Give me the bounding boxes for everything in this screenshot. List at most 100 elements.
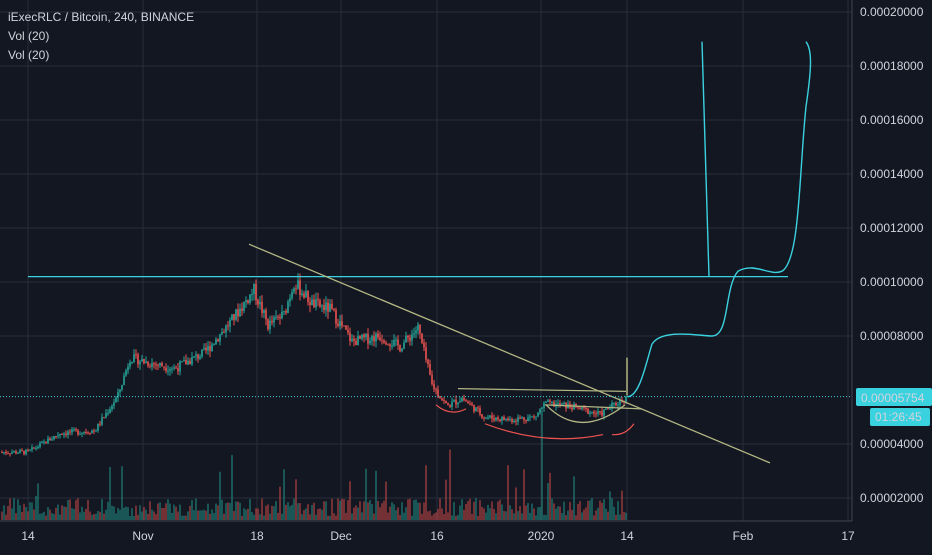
- candle-body: [501, 416, 503, 421]
- volume-bar: [315, 514, 317, 520]
- volume-bar: [207, 503, 209, 520]
- candle-body: [61, 434, 63, 436]
- candle-body: [599, 411, 601, 413]
- volume-bar: [239, 502, 241, 520]
- volume-bar: [173, 504, 175, 520]
- volume-bar: [227, 502, 229, 520]
- time-tick-label: 14: [21, 529, 35, 543]
- price-scale[interactable]: 0.00020000 0.00018000 0.00016000 0.00014000…: [860, 5, 924, 505]
- candle-body: [99, 423, 101, 425]
- volume-bar: [51, 513, 53, 520]
- candle-body: [465, 400, 467, 402]
- volume-histogram: [1, 410, 627, 520]
- candle-body: [409, 337, 411, 341]
- volume-bar: [125, 506, 127, 520]
- volume-bar: [385, 481, 387, 520]
- price-tick-label: 0.00010000: [860, 275, 924, 289]
- candle-body: [343, 325, 345, 327]
- candle-body: [367, 333, 369, 344]
- candle-body: [143, 359, 145, 364]
- candle-body: [493, 418, 495, 421]
- volume-bar: [411, 515, 413, 520]
- candle-body: [277, 316, 279, 318]
- volume-bar: [491, 501, 493, 520]
- volume-bar: [449, 449, 451, 520]
- volume-bar: [435, 512, 437, 520]
- volume-bar: [459, 505, 461, 520]
- volume-bar: [603, 499, 605, 520]
- indicator-label-volume-1[interactable]: Vol (20): [8, 29, 50, 43]
- candle-body: [91, 430, 93, 434]
- candle-body: [443, 400, 445, 402]
- candle-body: [499, 419, 501, 421]
- volume-bar: [601, 502, 603, 520]
- time-tick-label: 2020: [528, 529, 555, 543]
- candle-body: [257, 300, 259, 305]
- candle-body: [197, 354, 199, 359]
- candle-body: [85, 432, 87, 434]
- price-tick-label: 0.00012000: [860, 221, 924, 235]
- volume-bar: [71, 508, 73, 520]
- candle-body: [285, 310, 287, 313]
- symbol-title[interactable]: iExecRLC / Bitcoin, 240, BINANCE: [8, 10, 195, 24]
- volume-bar: [295, 479, 297, 520]
- candle-body: [389, 344, 391, 347]
- volume-bar: [291, 504, 293, 520]
- candle-body: [505, 418, 507, 420]
- volume-bar: [105, 509, 107, 520]
- candle-body: [261, 301, 263, 313]
- candle-body: [393, 340, 395, 346]
- candle-body: [405, 335, 407, 343]
- candle-body: [9, 453, 11, 455]
- volume-bar: [625, 512, 627, 520]
- candle-body: [63, 433, 65, 435]
- candlestick-series: [1, 273, 627, 457]
- candle-body: [439, 395, 441, 399]
- candle-body: [359, 335, 361, 339]
- time-scale[interactable]: 14 Nov 18 Dec 16 2020 14 Feb 17: [21, 529, 855, 543]
- price-tick-label: 0.00014000: [860, 167, 924, 181]
- volume-bar: [127, 507, 129, 520]
- volume-bar: [557, 506, 559, 520]
- candle-body: [263, 310, 265, 313]
- time-tick-label: Dec: [330, 529, 351, 543]
- volume-bar: [171, 512, 173, 520]
- volume-bar: [519, 506, 521, 520]
- candle-body: [165, 367, 167, 371]
- candle-body: [463, 398, 465, 401]
- volume-bar: [359, 501, 361, 520]
- candle-body: [489, 415, 491, 418]
- candle-body: [331, 303, 333, 309]
- candle-body: [471, 403, 473, 405]
- volume-bar: [609, 491, 611, 520]
- volume-bar: [229, 502, 231, 520]
- volume-bar: [213, 512, 215, 520]
- volume-bar: [535, 515, 537, 520]
- candle-body: [479, 408, 481, 415]
- target-vertical-line: [701, 41, 710, 277]
- volume-bar: [421, 513, 423, 520]
- candle-body: [507, 418, 509, 421]
- candle-body: [11, 452, 13, 454]
- candle-body: [131, 362, 133, 364]
- volume-bar: [21, 511, 23, 520]
- volume-bar: [599, 500, 601, 520]
- volume-bar: [425, 465, 427, 520]
- volume-bar: [109, 466, 111, 520]
- cup-pattern-curve: [545, 404, 626, 424]
- volume-bar: [477, 515, 479, 520]
- candle-body: [353, 338, 355, 341]
- projection-curve: [627, 41, 812, 398]
- volume-bar: [287, 502, 289, 520]
- indicator-label-volume-2[interactable]: Vol (20): [8, 48, 50, 62]
- volume-bar: [99, 511, 101, 520]
- candle-body: [605, 408, 607, 410]
- volume-bar: [101, 498, 103, 520]
- volume-bar: [299, 502, 301, 520]
- candle-body: [387, 344, 389, 346]
- volume-bar: [393, 504, 395, 520]
- candle-body: [593, 411, 595, 414]
- volume-bar: [373, 513, 375, 520]
